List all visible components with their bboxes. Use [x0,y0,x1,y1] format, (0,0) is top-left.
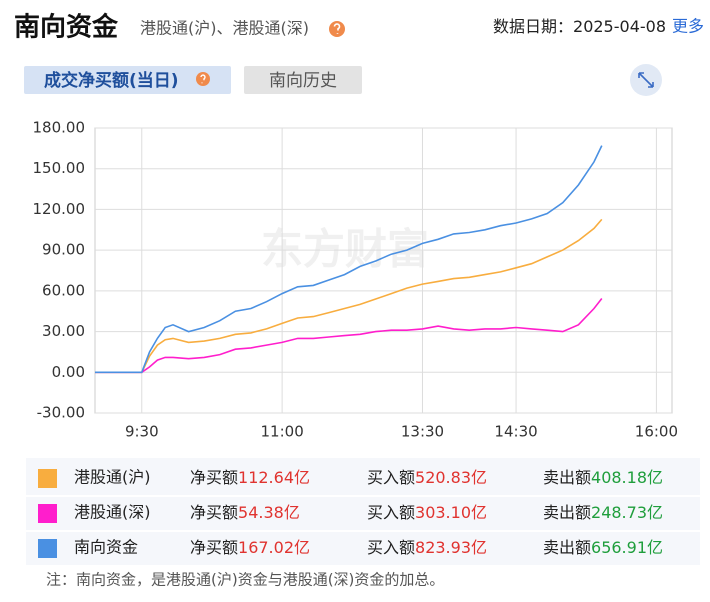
title: 南向资金 [14,12,119,43]
summary-cell: 净买额167.02亿 [190,538,310,557]
legend-label: 南向资金 [74,538,138,557]
date: 2025-04-08 [573,17,666,36]
summary-value: 303.10亿 [415,503,487,522]
summary-value: 408.18亿 [591,468,663,487]
summary-value: 823.93亿 [415,538,487,557]
summary-value: 54.38亿 [238,503,300,522]
legend-label: 港股通(深) [74,503,151,522]
tab-label[interactable]: 成交净买额(当日) [44,70,179,91]
tab[interactable] [244,66,362,94]
summary-label: 卖出额 [543,538,591,557]
summary-label: 净买额 [190,503,238,522]
y-tick-label: 150.00 [33,159,86,177]
watermark: 东方财富 [261,225,429,274]
summary-value: 520.83亿 [415,468,487,487]
help-icon[interactable] [329,21,345,37]
legend-swatch [38,469,57,488]
help-icon[interactable] [196,72,210,86]
series-line [95,145,603,374]
date-label: 数据日期： [493,17,573,36]
more-link[interactable]: 更多 [672,17,704,36]
legend-swatch [38,504,57,523]
summary-label: 卖出额 [543,468,591,487]
expand-glyph [638,72,654,88]
y-tick-label: 180.00 [33,119,86,137]
series-line [95,218,603,374]
summary-label: 买入额 [367,538,415,557]
y-tick-label: 60.00 [42,281,85,299]
summary-cell: 买入额303.10亿 [367,503,487,522]
date-label: 数据日期：2025-04-08 [493,17,666,36]
summary-cell: 净买额112.64亿 [190,468,310,487]
summary-cell: 卖出额248.73亿 [543,503,663,522]
tab-active[interactable] [24,66,231,94]
x-tick-label: 14:30 [494,423,537,441]
help-glyph [333,23,341,34]
subtitle: 港股通(沪)、港股通(深) [140,19,309,38]
summary-cell: 卖出额656.91亿 [543,538,663,557]
summary-label: 买入额 [367,468,415,487]
note: 注：南向资金，是港股通(沪)资金与港股通(深)资金的加总。 [46,571,444,589]
chart: 东方财富 -30.00 0.00 30.00 60.00 90.00 120.00 150.0… [33,119,679,441]
y-tick-label: 120.00 [33,200,86,218]
summary-value: 167.02亿 [238,538,310,557]
y-tick-label: 0.00 [52,363,85,381]
x-tick-label: 13:30 [401,423,444,441]
y-tick-label: 90.00 [42,241,85,259]
summary-label: 卖出额 [543,503,591,522]
summary-cell: 买入额823.93亿 [367,538,487,557]
summary-value: 248.73亿 [591,503,663,522]
summary-cell: 净买额54.38亿 [190,503,300,522]
summary-label: 净买额 [190,468,238,487]
x-tick-label: 16:00 [635,423,678,441]
x-tick-label: 11:00 [261,423,304,441]
x-tick-label: 9:30 [125,423,159,441]
summary-label: 净买额 [190,538,238,557]
y-tick-label: -30.00 [37,404,85,422]
tab-label[interactable]: 南向历史 [269,71,337,91]
series-line [95,298,603,374]
summary-value: 112.64亿 [238,468,310,487]
summary: 港股通(沪) 净买额112.64亿 买入额520.83亿 卖出额408.18亿港股通(… [26,468,700,558]
legend-label: 港股通(沪) [74,468,151,487]
summary-table [26,458,700,565]
y-tick-label: 30.00 [42,322,85,340]
summary-label: 买入额 [367,503,415,522]
summary-value: 656.91亿 [591,538,663,557]
summary-cell: 卖出额408.18亿 [543,468,663,487]
help-glyph [200,74,206,84]
legend-swatch [38,539,57,558]
summary-cell: 买入额520.83亿 [367,468,487,487]
